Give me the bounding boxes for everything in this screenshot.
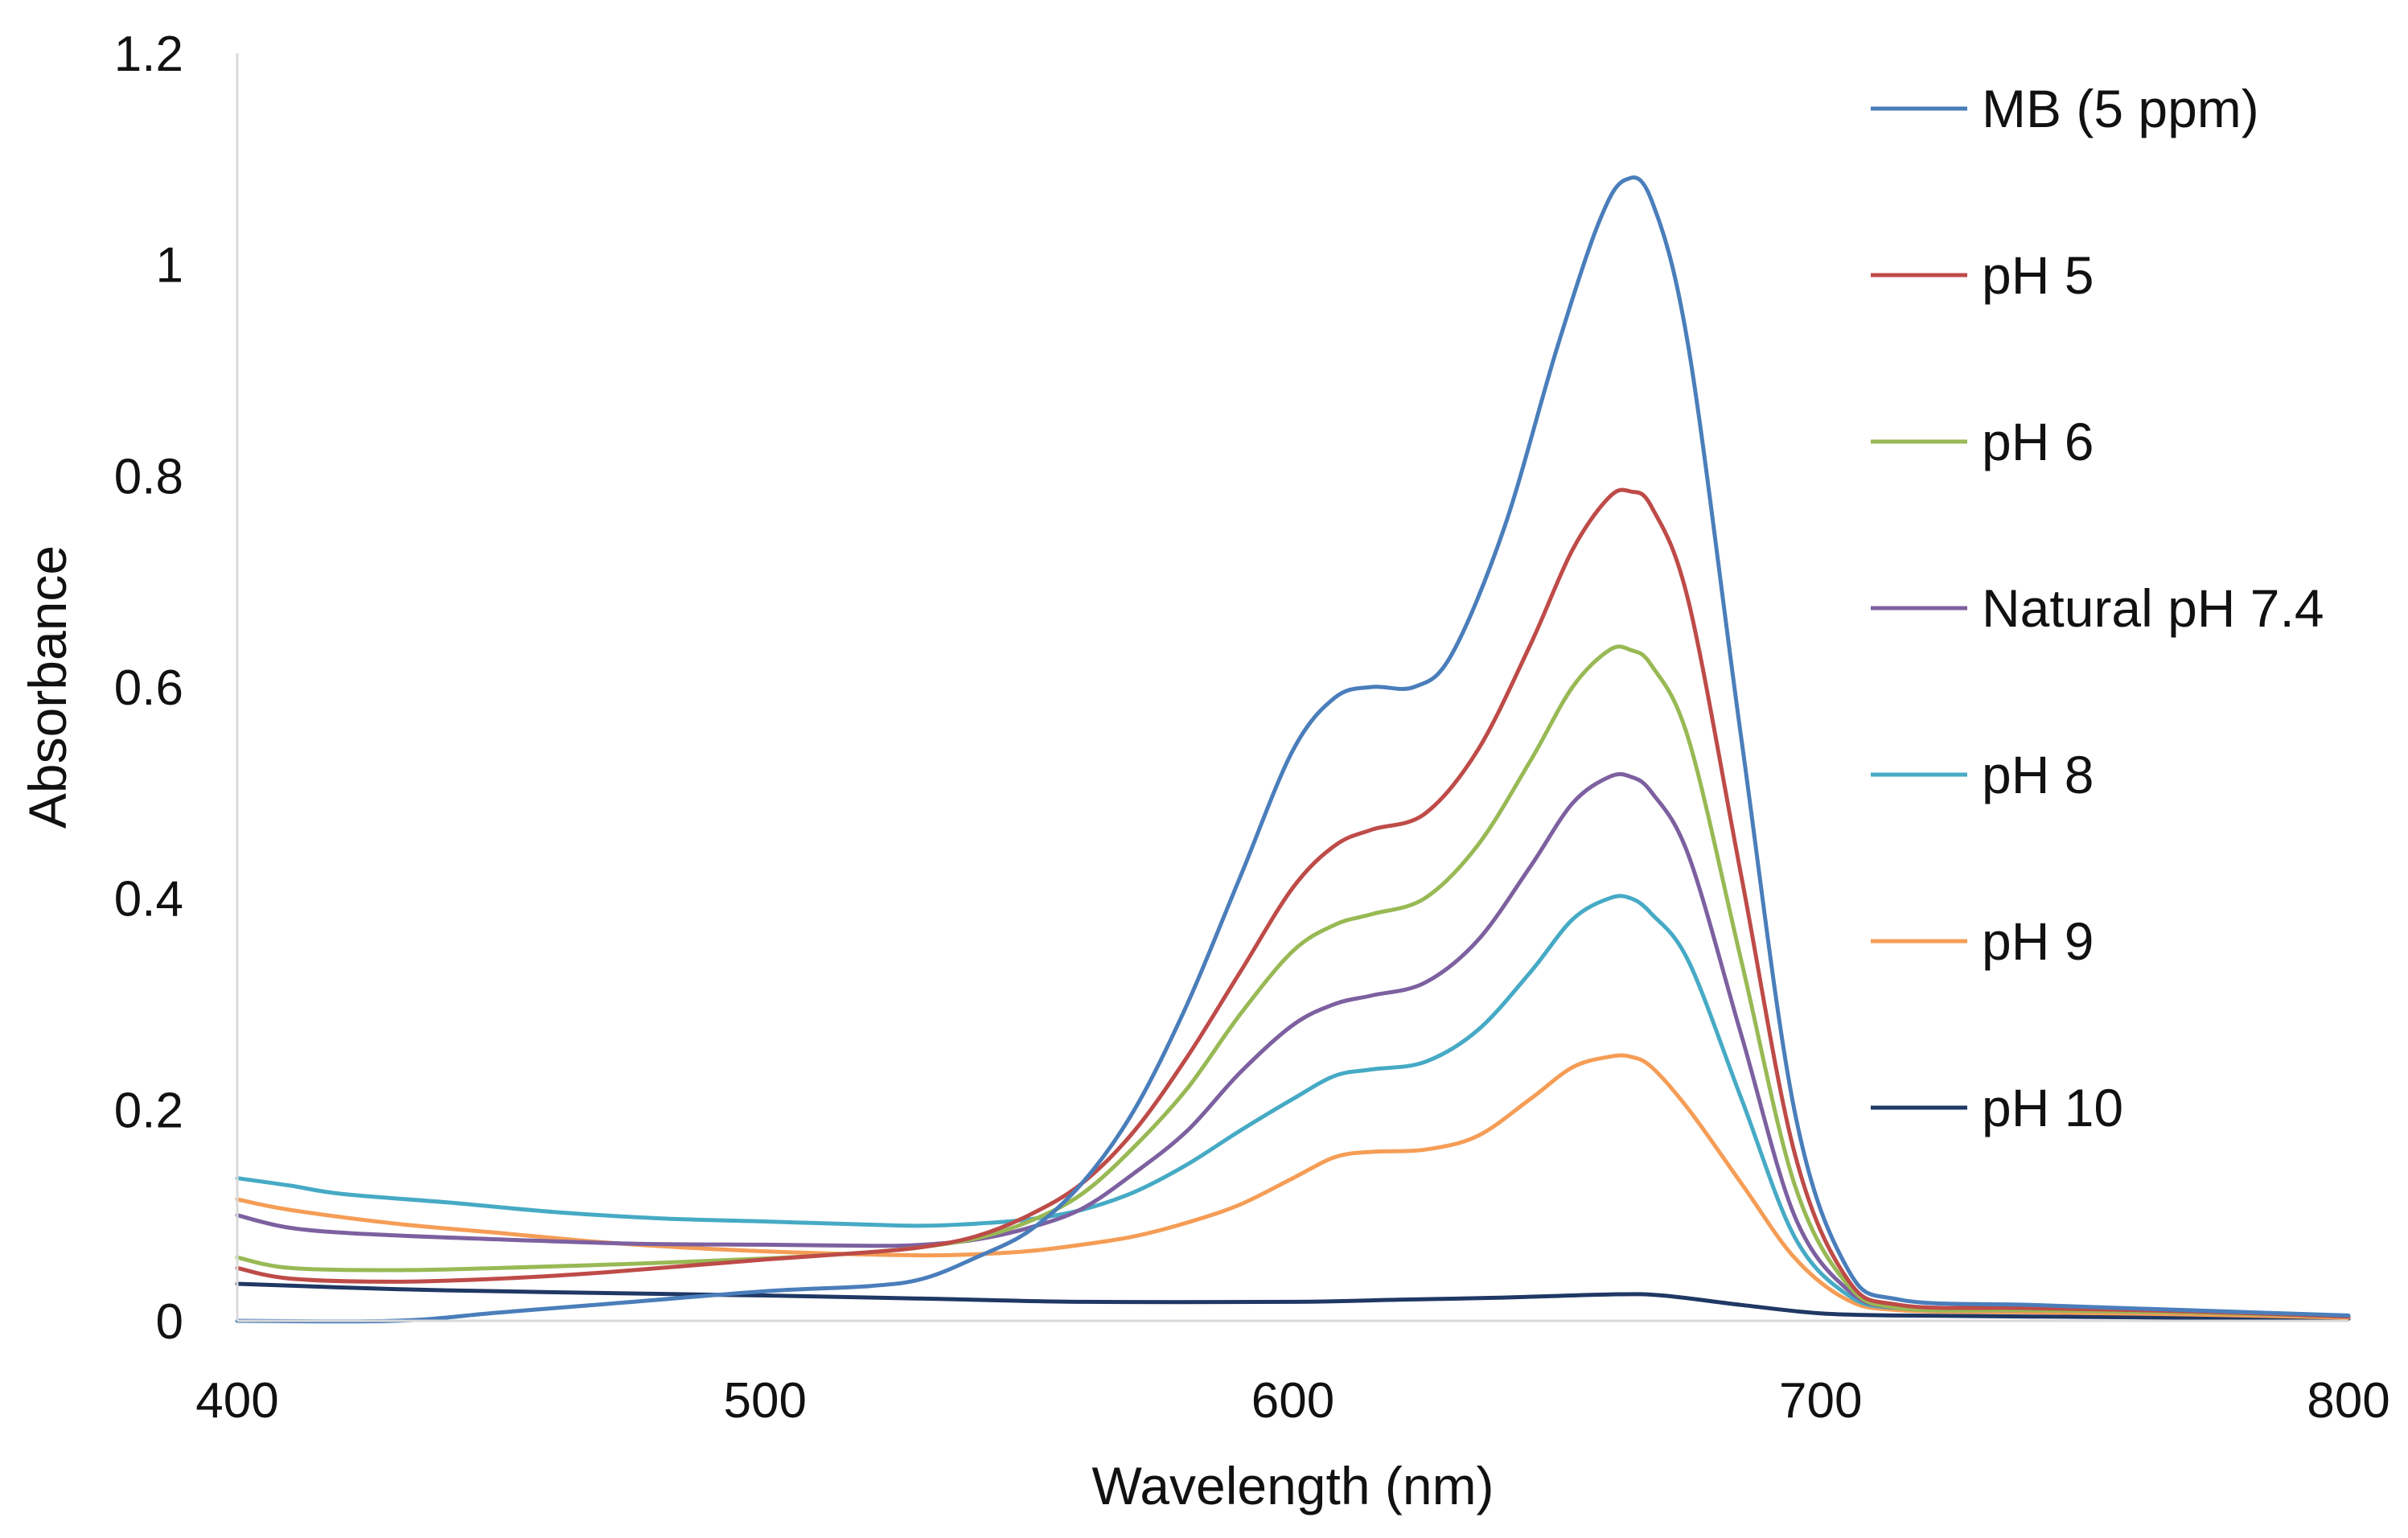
y-tick-labels: 0 0.2 0.4 0.6 0.8 1 1.2 [114, 27, 183, 1350]
x-tick-label: 600 [1251, 1373, 1334, 1429]
x-tick-label: 500 [724, 1373, 807, 1429]
series-line-ph-9 [235, 1053, 2351, 1320]
series-line-ph-10 [235, 1281, 2351, 1321]
y-tick-label: 0 [156, 1294, 183, 1350]
y-tick-label: 0.2 [114, 1083, 183, 1138]
x-tick-label: 700 [1779, 1373, 1862, 1429]
series-line-ph-8 [235, 894, 2351, 1319]
y-tick-label: 0.8 [114, 449, 183, 504]
x-tick-labels: 400 500 600 700 800 [195, 1373, 2390, 1429]
y-tick-label: 0.6 [114, 660, 183, 716]
legend-label-mb-5-ppm: MB (5 ppm) [1982, 79, 2259, 138]
series-line-natural-ph-7-4 [235, 771, 2351, 1319]
y-tick-label: 0.4 [114, 872, 183, 927]
plot-lines [235, 175, 2351, 1324]
legend-label-ph-6: pH 6 [1982, 412, 2094, 471]
x-tick-label: 400 [195, 1373, 278, 1429]
series-line-mb-5-ppm [235, 175, 2351, 1324]
axes [236, 53, 2348, 1322]
y-tick-label: 1 [156, 238, 183, 294]
x-tick-label: 800 [2307, 1373, 2390, 1429]
y-tick-label: 1.2 [114, 27, 183, 82]
legend-label-ph-8: pH 8 [1982, 745, 2094, 804]
legend-label-ph-5: pH 5 [1982, 245, 2094, 305]
legend-label-ph-9: pH 9 [1982, 911, 2094, 971]
x-axis-title: Wavelength (nm) [1091, 1456, 1494, 1515]
series-line-ph-5 [235, 487, 2351, 1319]
legend-label-natural-ph-7-4: Natural pH 7.4 [1982, 578, 2324, 638]
legend-label-ph-10: pH 10 [1982, 1078, 2123, 1137]
y-axis-title: Absorbance [18, 545, 77, 829]
legend: MB (5 ppm) pH 5 pH 6 Natural pH 7.4 pH 8 pH 9… [1871, 79, 2324, 1137]
